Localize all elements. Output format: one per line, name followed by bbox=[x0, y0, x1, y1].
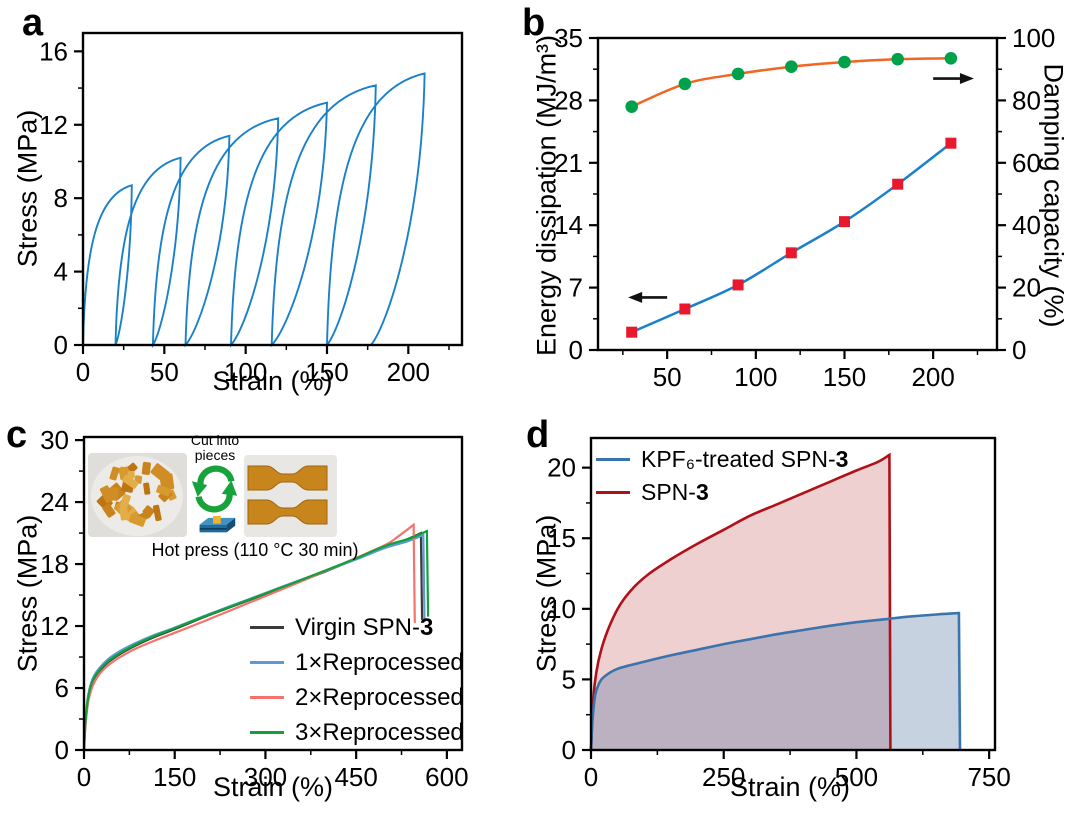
svg-text:16: 16 bbox=[39, 36, 68, 66]
panel-b-chart: 50 100 150 200 0 7 14 21 28 35 0 20 40 60 80 100 bbox=[554, 23, 1055, 392]
svg-text:0: 0 bbox=[55, 735, 69, 765]
svg-text:50: 50 bbox=[150, 357, 179, 387]
recycle-scheme: Cut into pieces bbox=[186, 433, 244, 542]
svg-text:150: 150 bbox=[153, 762, 196, 792]
svg-text:7: 7 bbox=[569, 273, 583, 303]
legend-item-virgin: Virgin SPN-3 bbox=[250, 610, 464, 645]
svg-text:150: 150 bbox=[823, 362, 866, 392]
legend-item-1x: 1×Reprocessed bbox=[250, 645, 464, 680]
svg-text:0: 0 bbox=[76, 357, 90, 387]
svg-text:0: 0 bbox=[562, 735, 576, 765]
hot-press-icon bbox=[199, 516, 236, 533]
svg-text:100: 100 bbox=[224, 357, 267, 387]
svg-text:80: 80 bbox=[1012, 85, 1041, 115]
svg-text:12: 12 bbox=[40, 611, 69, 641]
panel-a-y-axis-title: Stress (MPa) bbox=[12, 109, 43, 268]
svg-text:12: 12 bbox=[39, 110, 68, 140]
legend-label: SPN-3 bbox=[641, 479, 709, 505]
svg-text:450: 450 bbox=[334, 762, 377, 792]
panel-c-chart: 0 150 300 450 600 0 6 12 18 24 30 bbox=[40, 425, 468, 792]
svg-text:40: 40 bbox=[1012, 210, 1041, 240]
svg-text:0: 0 bbox=[1012, 335, 1026, 365]
cut-into-label: Cut into bbox=[190, 432, 240, 448]
svg-text:250: 250 bbox=[702, 762, 745, 792]
svg-text:21: 21 bbox=[554, 148, 583, 178]
legend-line-swatch bbox=[250, 660, 284, 665]
panel-d-legend: KPF₆-treated SPN-3 SPN-3 bbox=[596, 443, 848, 509]
svg-text:14: 14 bbox=[554, 210, 583, 240]
dogbone-specimens-photo bbox=[244, 455, 337, 537]
svg-text:18: 18 bbox=[40, 549, 69, 579]
pieces-label: pieces bbox=[194, 446, 236, 463]
svg-text:35: 35 bbox=[554, 23, 583, 53]
dogbone-specimens-image bbox=[247, 465, 328, 525]
svg-text:6: 6 bbox=[55, 673, 69, 703]
svg-text:8: 8 bbox=[54, 183, 68, 213]
svg-text:60: 60 bbox=[1012, 148, 1041, 178]
svg-text:100: 100 bbox=[1012, 23, 1055, 53]
svg-text:600: 600 bbox=[425, 762, 468, 792]
svg-text:28: 28 bbox=[554, 85, 583, 115]
svg-text:20: 20 bbox=[1012, 273, 1041, 303]
cut-pieces-photo bbox=[88, 453, 187, 537]
svg-text:300: 300 bbox=[244, 762, 287, 792]
panel-d-chart: 0 250 500 750 0 5 10 15 20 bbox=[547, 436, 1011, 792]
svg-text:750: 750 bbox=[967, 762, 1010, 792]
svg-text:500: 500 bbox=[835, 762, 878, 792]
panel-a-x-axis-title: Strain (%) bbox=[212, 366, 333, 396]
panel-a-chart: 0 50 100 150 200 0 4 8 12 16 bbox=[39, 31, 464, 387]
panel-c-x-axis-title: Strain (%) bbox=[212, 772, 334, 802]
legend-line-swatch bbox=[596, 457, 630, 462]
legend-label: 2×Reprocessed bbox=[295, 683, 464, 711]
svg-text:0: 0 bbox=[77, 762, 91, 792]
panel-d-letter: d bbox=[526, 414, 550, 456]
legend-item-kpf6: KPF₆-treated SPN-3 bbox=[596, 443, 848, 476]
svg-text:24: 24 bbox=[40, 487, 69, 517]
legend-label: KPF₆-treated SPN-3 bbox=[641, 446, 849, 472]
svg-text:200: 200 bbox=[911, 362, 954, 392]
panel-d-x-axis-title: Strain (%) bbox=[729, 772, 851, 802]
svg-text:0: 0 bbox=[569, 335, 583, 365]
legend-label: 1×Reprocessed bbox=[295, 648, 464, 676]
panel-b-left-axis-title: Energy dissipation (MJ/m³) bbox=[531, 34, 562, 357]
svg-text:150: 150 bbox=[305, 357, 348, 387]
panel-c-y-axis-title: Stress (MPa) bbox=[12, 514, 43, 673]
cut-pieces-image bbox=[91, 456, 183, 536]
svg-text:100: 100 bbox=[734, 362, 777, 392]
hot-press-caption: Hot press (110 °C 30 min) bbox=[151, 540, 359, 560]
svg-text:30: 30 bbox=[40, 425, 69, 455]
panel-c-legend: Virgin SPN-3 1×Reprocessed 2×Reprocessed… bbox=[250, 610, 464, 750]
legend-line-swatch bbox=[250, 625, 284, 630]
panel-a-letter: a bbox=[22, 2, 44, 44]
svg-text:4: 4 bbox=[54, 257, 68, 287]
panel-b-letter: b bbox=[522, 2, 546, 44]
legend-line-swatch bbox=[250, 695, 284, 700]
legend-line-swatch bbox=[250, 730, 284, 735]
panel-d-y-axis-title: Stress (MPa) bbox=[531, 514, 562, 673]
svg-text:50: 50 bbox=[653, 362, 682, 392]
svg-text:20: 20 bbox=[547, 453, 576, 483]
svg-text:200: 200 bbox=[387, 357, 430, 387]
svg-text:0: 0 bbox=[54, 330, 68, 360]
legend-label: Virgin SPN-3 bbox=[295, 613, 434, 641]
legend-line-swatch bbox=[596, 490, 630, 495]
panel-b-right-axis-title: Damping capacity (%) bbox=[1038, 63, 1069, 328]
svg-text:10: 10 bbox=[547, 594, 576, 624]
panel-c-letter: c bbox=[6, 414, 28, 456]
svg-text:15: 15 bbox=[547, 523, 576, 553]
svg-text:0: 0 bbox=[584, 762, 598, 792]
legend-item-2x: 2×Reprocessed bbox=[250, 680, 464, 715]
recycle-arrows-icon bbox=[191, 465, 238, 513]
legend-label: 3×Reprocessed bbox=[295, 718, 464, 746]
legend-item-3x: 3×Reprocessed bbox=[250, 715, 464, 750]
svg-text:5: 5 bbox=[562, 664, 576, 694]
legend-item-spn3: SPN-3 bbox=[596, 476, 848, 509]
